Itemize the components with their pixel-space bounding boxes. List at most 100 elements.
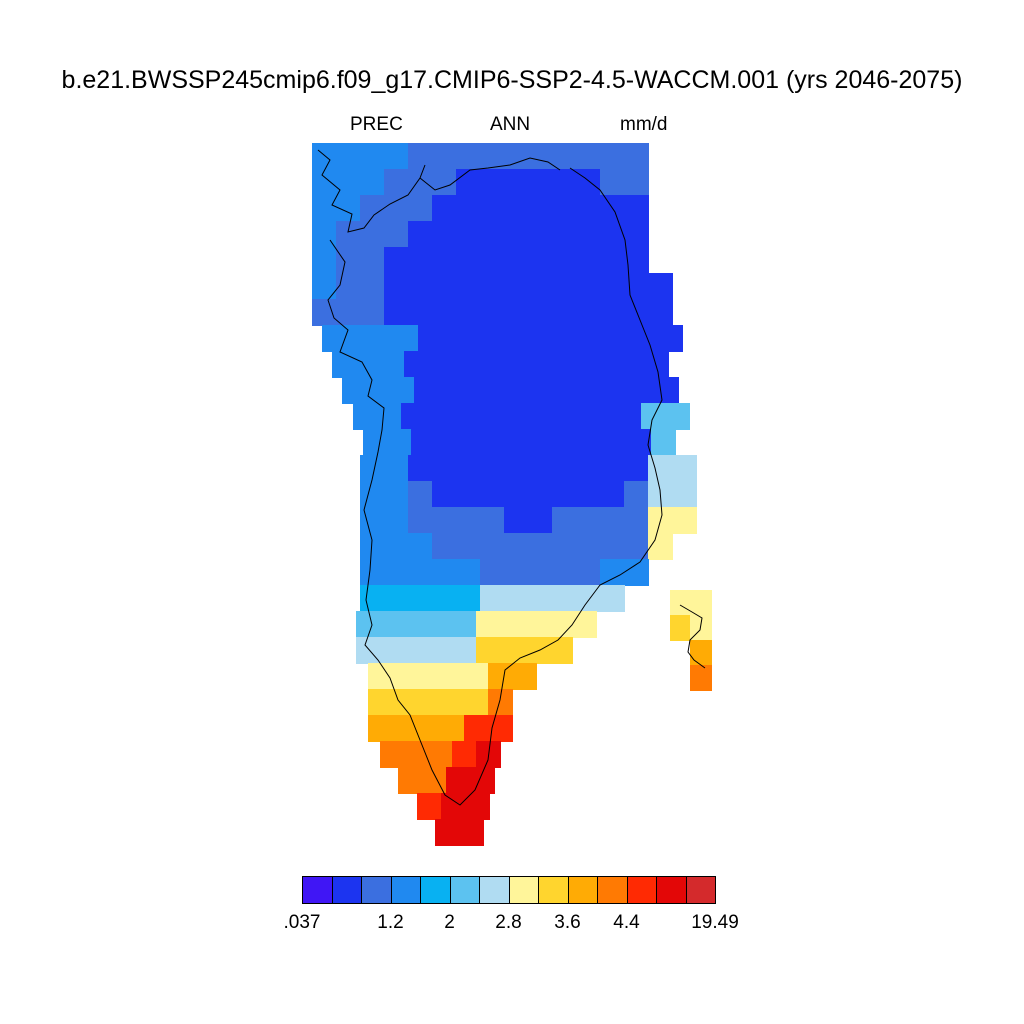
map-cell: [480, 299, 505, 326]
map-cell: [528, 169, 553, 196]
variable-label: PREC: [350, 114, 403, 135]
map-cell: [476, 637, 501, 664]
colorbar-tick-label: 2.8: [495, 912, 522, 933]
map-cell: [456, 221, 481, 248]
map-cell: [524, 637, 549, 664]
map-cell: [528, 559, 553, 586]
map-cell: [648, 533, 673, 560]
map-cell: [600, 273, 625, 300]
map-cell: [456, 247, 481, 274]
map-cell: [456, 143, 481, 170]
map-cell: [504, 195, 529, 222]
map-cell: [336, 169, 361, 196]
map-cell: [548, 611, 573, 638]
map-cell: [377, 403, 402, 430]
map-cell: [512, 663, 537, 690]
map-cell: [528, 481, 553, 508]
map-cell: [384, 507, 409, 534]
map-cell: [456, 559, 481, 586]
map-cell: [562, 325, 587, 352]
map-cell: [466, 325, 491, 352]
map-cell: [627, 429, 652, 456]
colorbar-bin: [479, 876, 510, 904]
map-cell: [446, 767, 471, 794]
map-cell: [634, 325, 659, 352]
map-cell: [432, 533, 457, 560]
colorbar-bin: [597, 876, 628, 904]
map-cell: [342, 377, 367, 404]
map-cell: [435, 429, 460, 456]
map-cell: [624, 143, 649, 170]
map-cell: [432, 195, 457, 222]
map-cell: [600, 247, 625, 274]
map-cell: [312, 195, 337, 222]
colorbar-bin: [626, 876, 657, 904]
map-cell: [514, 325, 539, 352]
map-cell: [456, 585, 481, 612]
map-grid-cells: [312, 143, 712, 846]
map-cell: [504, 455, 529, 482]
map-cell: [555, 429, 580, 456]
map-cell: [408, 143, 433, 170]
map-cell: [504, 299, 529, 326]
map-cell: [360, 299, 385, 326]
map-cell: [408, 299, 433, 326]
map-cell: [624, 455, 649, 482]
map-cell: [394, 325, 419, 352]
map-cell: [398, 767, 423, 794]
map-cell: [408, 273, 433, 300]
map-cell: [552, 195, 577, 222]
map-cell: [600, 143, 625, 170]
map-cell: [552, 247, 577, 274]
map-cell: [528, 221, 553, 248]
map-cell: [456, 169, 481, 196]
map-cell: [576, 195, 601, 222]
map-cell: [576, 559, 601, 586]
map-cell: [464, 689, 489, 716]
map-cell: [600, 559, 625, 586]
map-cell: [531, 429, 556, 456]
map-cell: [569, 403, 594, 430]
map-cell: [480, 273, 505, 300]
map-cell: [452, 741, 477, 768]
map-cell: [480, 455, 505, 482]
map-cell: [432, 221, 457, 248]
map-cell: [528, 507, 553, 534]
map-cell: [528, 143, 553, 170]
map-cell: [432, 585, 457, 612]
map-cell: [490, 325, 515, 352]
colorbar-bin: [685, 876, 716, 904]
map-cell: [452, 351, 477, 378]
map-cell: [504, 585, 529, 612]
colorbar-tick-label: 4.4: [613, 912, 640, 933]
map-cell: [390, 377, 415, 404]
map-cell: [476, 611, 501, 638]
map-cell: [360, 273, 385, 300]
map-cell: [456, 481, 481, 508]
map-cell: [690, 640, 712, 666]
map-cell: [504, 533, 529, 560]
map-cell: [422, 767, 447, 794]
map-cell: [401, 403, 426, 430]
map-cell: [488, 689, 513, 716]
map-cell: [438, 377, 463, 404]
map-cell: [665, 403, 690, 430]
map-cell: [312, 143, 337, 170]
map-cell: [408, 169, 433, 196]
map-cell: [360, 247, 385, 274]
map-cell: [500, 637, 525, 664]
map-cell: [576, 533, 601, 560]
map-cell: [600, 507, 625, 534]
map-cell: [600, 169, 625, 196]
map-cell: [456, 507, 481, 534]
map-cell: [360, 143, 385, 170]
map-cell: [465, 793, 490, 820]
map-cell: [473, 403, 498, 430]
map-cell: [366, 377, 391, 404]
map-cell: [528, 299, 553, 326]
map-cell: [380, 611, 405, 638]
map-cell: [416, 715, 441, 742]
map-cell: [435, 819, 460, 846]
map-cell: [416, 689, 441, 716]
map-cell: [552, 481, 577, 508]
